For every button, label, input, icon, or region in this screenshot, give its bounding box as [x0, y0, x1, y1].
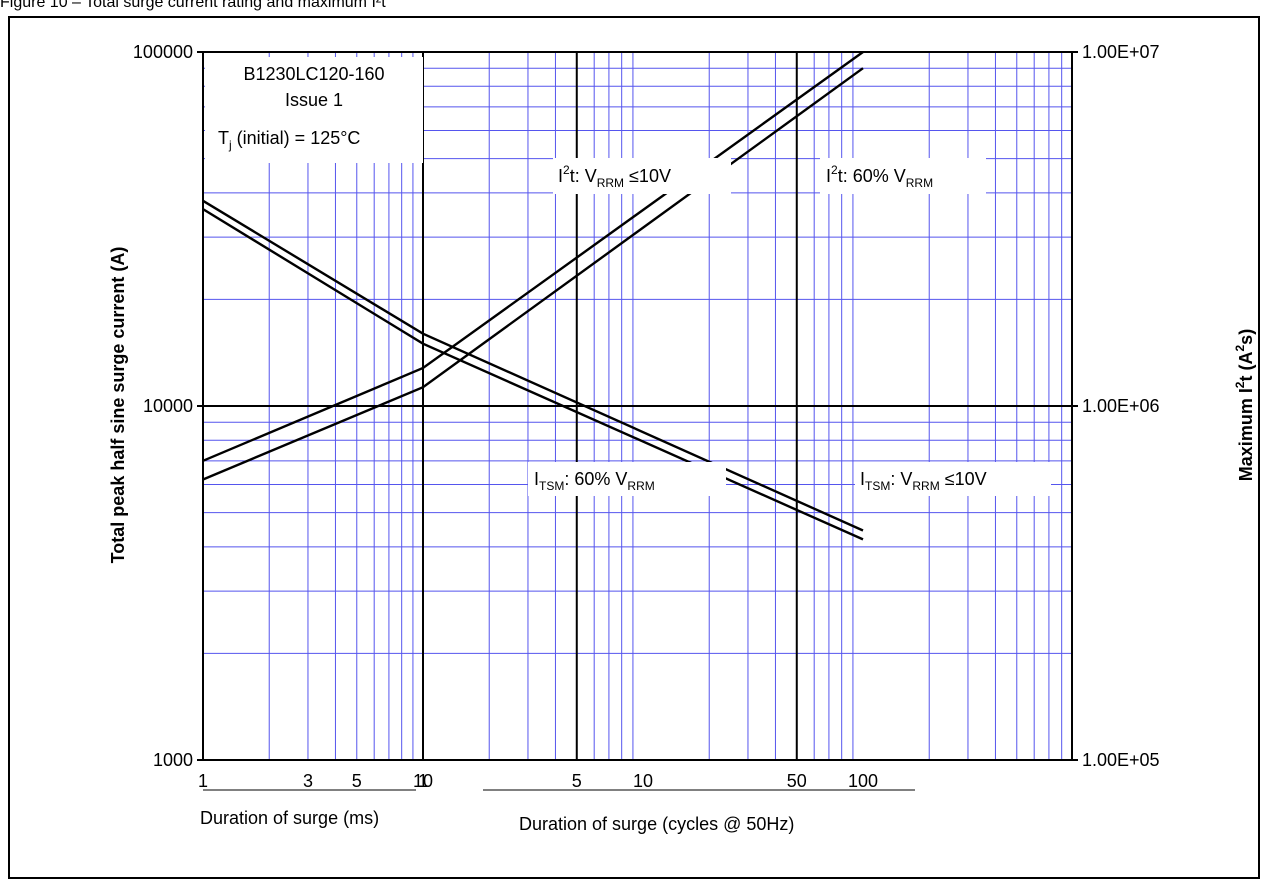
x-cycles-tick-label: 100 — [848, 771, 878, 791]
svg-text:I2t: VRRM ≤10V: I2t: VRRM ≤10V — [558, 163, 671, 190]
x-ms-tick-label: 10 — [413, 771, 433, 791]
annotation-bg — [528, 462, 726, 496]
x-cycles-tick-label: 5 — [572, 771, 582, 791]
chart-frame — [8, 16, 1260, 879]
info-box-temperature: Tj (initial) = 125°C — [218, 128, 360, 152]
x-ms-tick-label: 1 — [198, 771, 208, 791]
annotation-bg — [855, 462, 1051, 496]
info-box-issue: Issue 1 — [285, 90, 343, 110]
y-tick-label: 10000 — [143, 396, 193, 416]
y-axis-title-right: Maximum I2t (A2s) — [1233, 329, 1256, 481]
svg-text:ITSM: VRRM ≤10V: ITSM: VRRM ≤10V — [860, 469, 987, 493]
y-tick-label: 100000 — [133, 42, 193, 62]
y-axis-title-left: Total peak half sine surge current (A) — [108, 247, 128, 564]
annotation-itsm-60: ITSM: 60% VRRM — [528, 462, 726, 496]
tick-labels: 1000 10000 100000 1.00E+05 1.00E+06 1.00E+07 1… — [133, 42, 1160, 791]
info-box: B1230LC120-160 Issue 1 Tj (initial) = 12… — [205, 57, 423, 163]
series-line-0 — [202, 51, 864, 462]
annotation-bg — [820, 158, 986, 194]
x-cycles-tick-label: 50 — [787, 771, 807, 791]
info-box-bg — [205, 57, 423, 163]
svg-text:ITSM: 60% VRRM: ITSM: 60% VRRM — [534, 469, 655, 493]
annotation-itsm-low: ITSM: VRRM ≤10V — [855, 462, 1051, 496]
y-tick-label: 1000 — [153, 750, 193, 770]
annotation-bg — [553, 158, 731, 194]
x-cycles-tick-label: 10 — [633, 771, 653, 791]
x-axis-title-cycles: Duration of surge (cycles @ 50Hz) — [519, 814, 794, 834]
y2-tick-label: 1.00E+05 — [1082, 750, 1160, 770]
svg-text:I2t: 60% VRRM: I2t: 60% VRRM — [826, 163, 933, 190]
x-cycles-tick-label: 1 — [418, 771, 428, 791]
y2-tick-label: 1.00E+07 — [1082, 42, 1160, 62]
annotation-i2t-60: I2t: 60% VRRM — [820, 158, 986, 194]
x-axis-title-ms: Duration of surge (ms) — [200, 808, 379, 828]
figure-caption: Figure 10 – Total surge current rating a… — [0, 0, 386, 11]
info-box-part-number: B1230LC120-160 — [243, 64, 384, 84]
annotation-i2t-low: I2t: VRRM ≤10V — [553, 158, 731, 194]
y2-tick-label: 1.00E+06 — [1082, 396, 1160, 416]
x-ms-tick-label: 3 — [303, 771, 313, 791]
x-ms-tick-label: 5 — [352, 771, 362, 791]
